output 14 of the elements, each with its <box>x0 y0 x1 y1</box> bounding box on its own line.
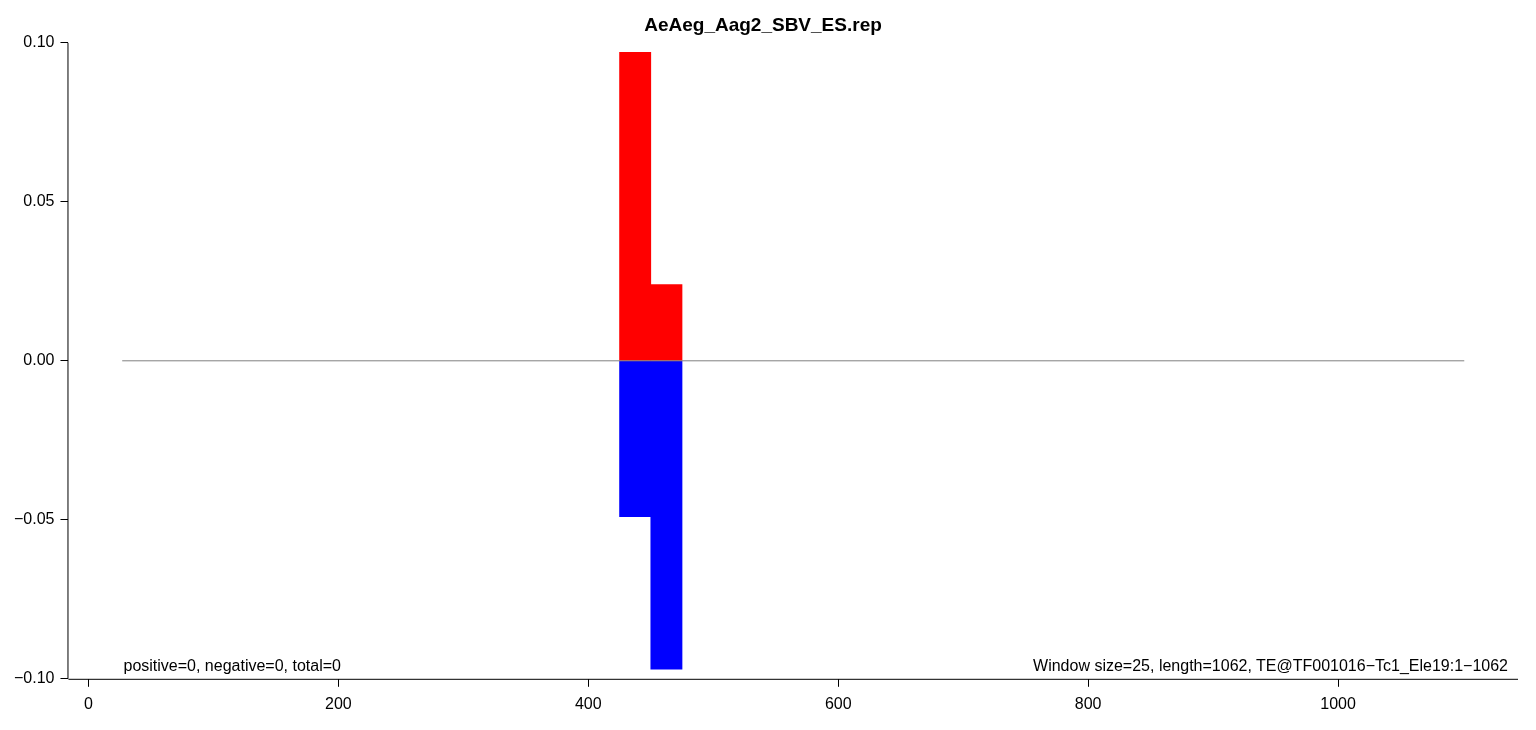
x-tick-label: 0 <box>84 694 94 712</box>
y-tick-label: 0.10 <box>23 33 55 51</box>
x-tick-label: 1000 <box>1320 694 1356 712</box>
y-tick-label: −0.10 <box>14 669 55 687</box>
y-tick-label: 0.05 <box>23 192 55 210</box>
annotation: Window size=25, length=1062, TE@TF001016−Tc1_Ele19:1−1062 <box>1033 657 1509 676</box>
x-tick-label: 800 <box>1074 694 1102 712</box>
annotation: positive=0, negative=0, total=0 <box>123 657 342 675</box>
x-tick-label: 400 <box>574 694 602 712</box>
chart-title: AeAeg_Aag2_SBV_ES.rep <box>644 13 882 35</box>
x-tick-label: 200 <box>325 694 352 712</box>
y-tick-label: 0.00 <box>23 351 55 369</box>
x-tick-label: 600 <box>824 694 852 712</box>
y-tick-label: −0.05 <box>14 510 55 528</box>
